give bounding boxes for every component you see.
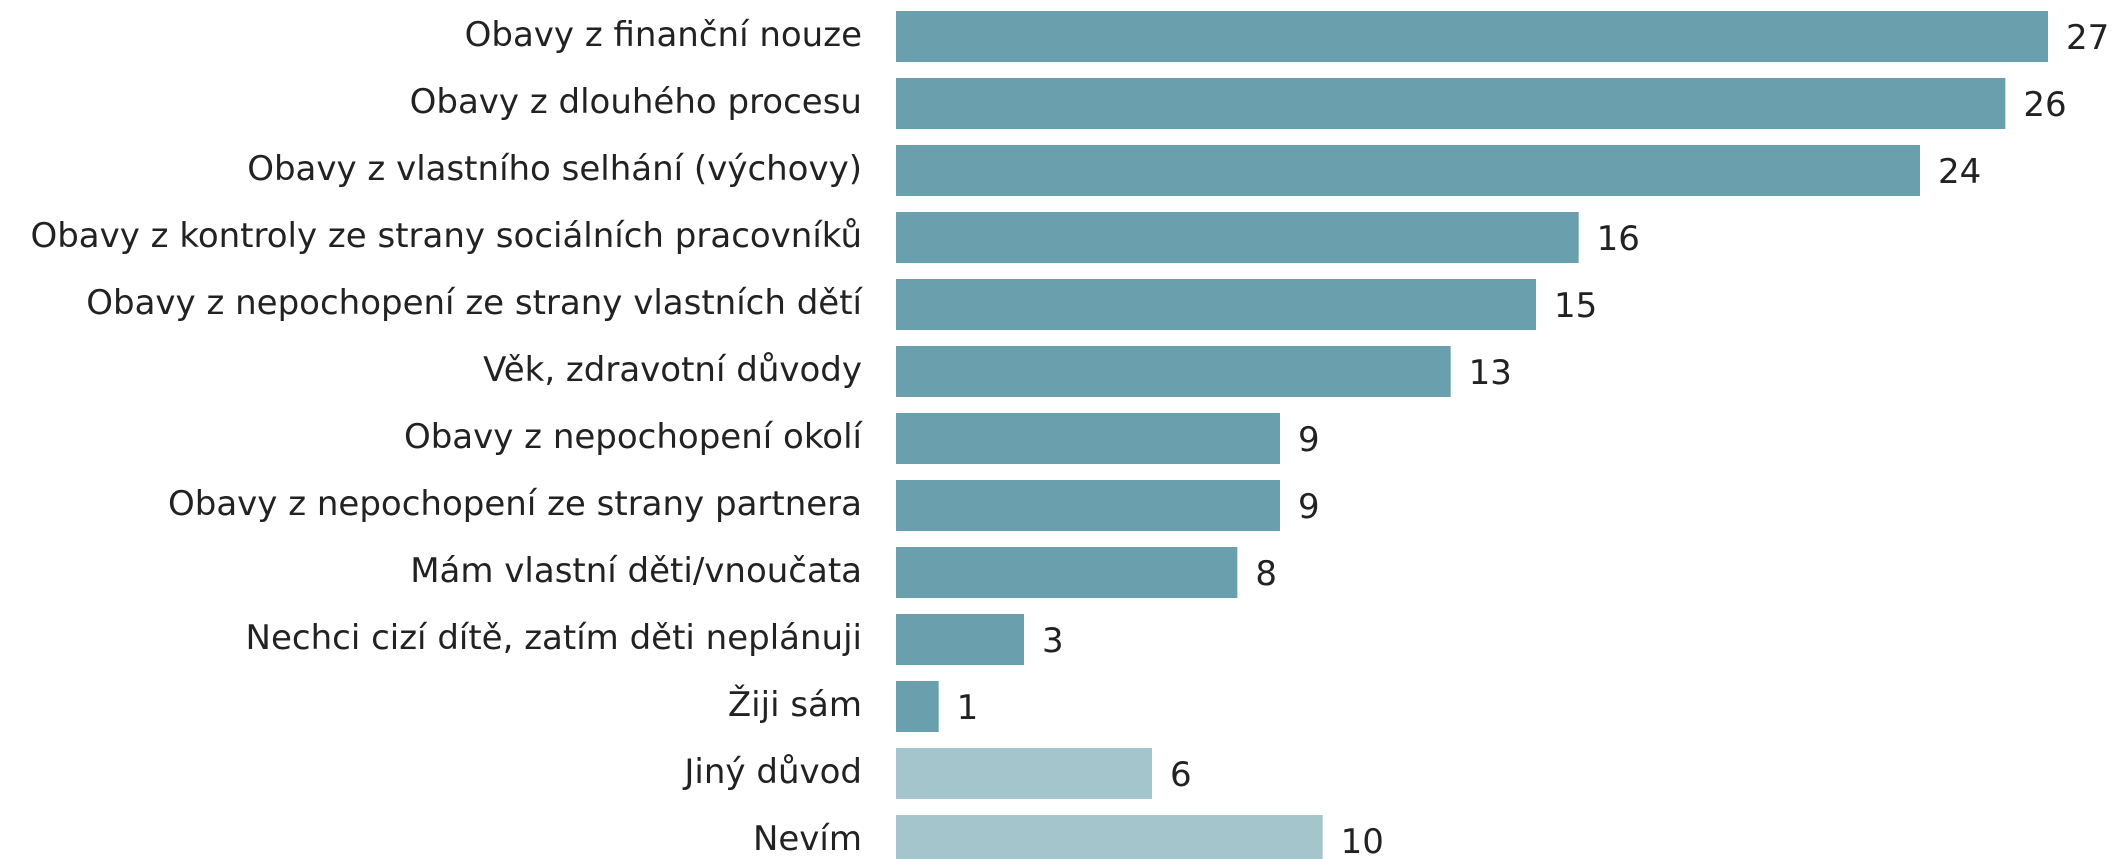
category-label: Jiný důvod (682, 752, 862, 792)
bar (896, 748, 1152, 799)
value-label: 9 (1298, 487, 1320, 527)
value-label: 8 (1255, 554, 1277, 594)
value-label: 9 (1298, 420, 1320, 460)
category-label: Nevím (753, 819, 862, 859)
bar (896, 413, 1280, 464)
bar (896, 279, 1536, 330)
value-label: 16 (1597, 219, 1640, 259)
bar (896, 614, 1024, 665)
value-label: 6 (1170, 755, 1192, 795)
bar (896, 346, 1451, 397)
bar (896, 78, 2006, 129)
category-label: Žiji sám (728, 684, 862, 725)
bar (896, 681, 939, 732)
category-label: Obavy z nepochopení ze strany partnera (168, 484, 862, 524)
category-label: Věk, zdravotní důvody (483, 350, 862, 390)
bar (896, 547, 1238, 598)
value-label: 24 (1938, 152, 1981, 192)
category-label: Obavy z nepochopení okolí (404, 417, 864, 457)
bar (896, 11, 2048, 62)
value-label: 13 (1469, 353, 1512, 393)
bar (896, 145, 1920, 196)
category-label: Obavy z dlouhého procesu (410, 82, 862, 122)
category-label: Obavy z finanční nouze (465, 15, 862, 55)
value-label: 15 (1554, 286, 1597, 326)
category-label: Obavy z kontroly ze strany sociálních pr… (30, 216, 862, 256)
bar (896, 480, 1280, 531)
category-label: Obavy z nepochopení ze strany vlastních … (86, 283, 863, 323)
bar (896, 212, 1579, 263)
bar (896, 815, 1323, 859)
category-label: Mám vlastní děti/vnoučata (410, 551, 862, 591)
category-label: Nechci cizí dítě, zatím děti neplánuji (246, 618, 862, 658)
value-label: 10 (1341, 822, 1384, 859)
category-label: Obavy z vlastního selhání (výchovy) (247, 149, 862, 189)
value-label: 26 (2023, 85, 2066, 125)
value-label: 1 (957, 688, 979, 728)
value-label: 27 (2066, 18, 2109, 58)
value-label: 3 (1042, 621, 1064, 661)
